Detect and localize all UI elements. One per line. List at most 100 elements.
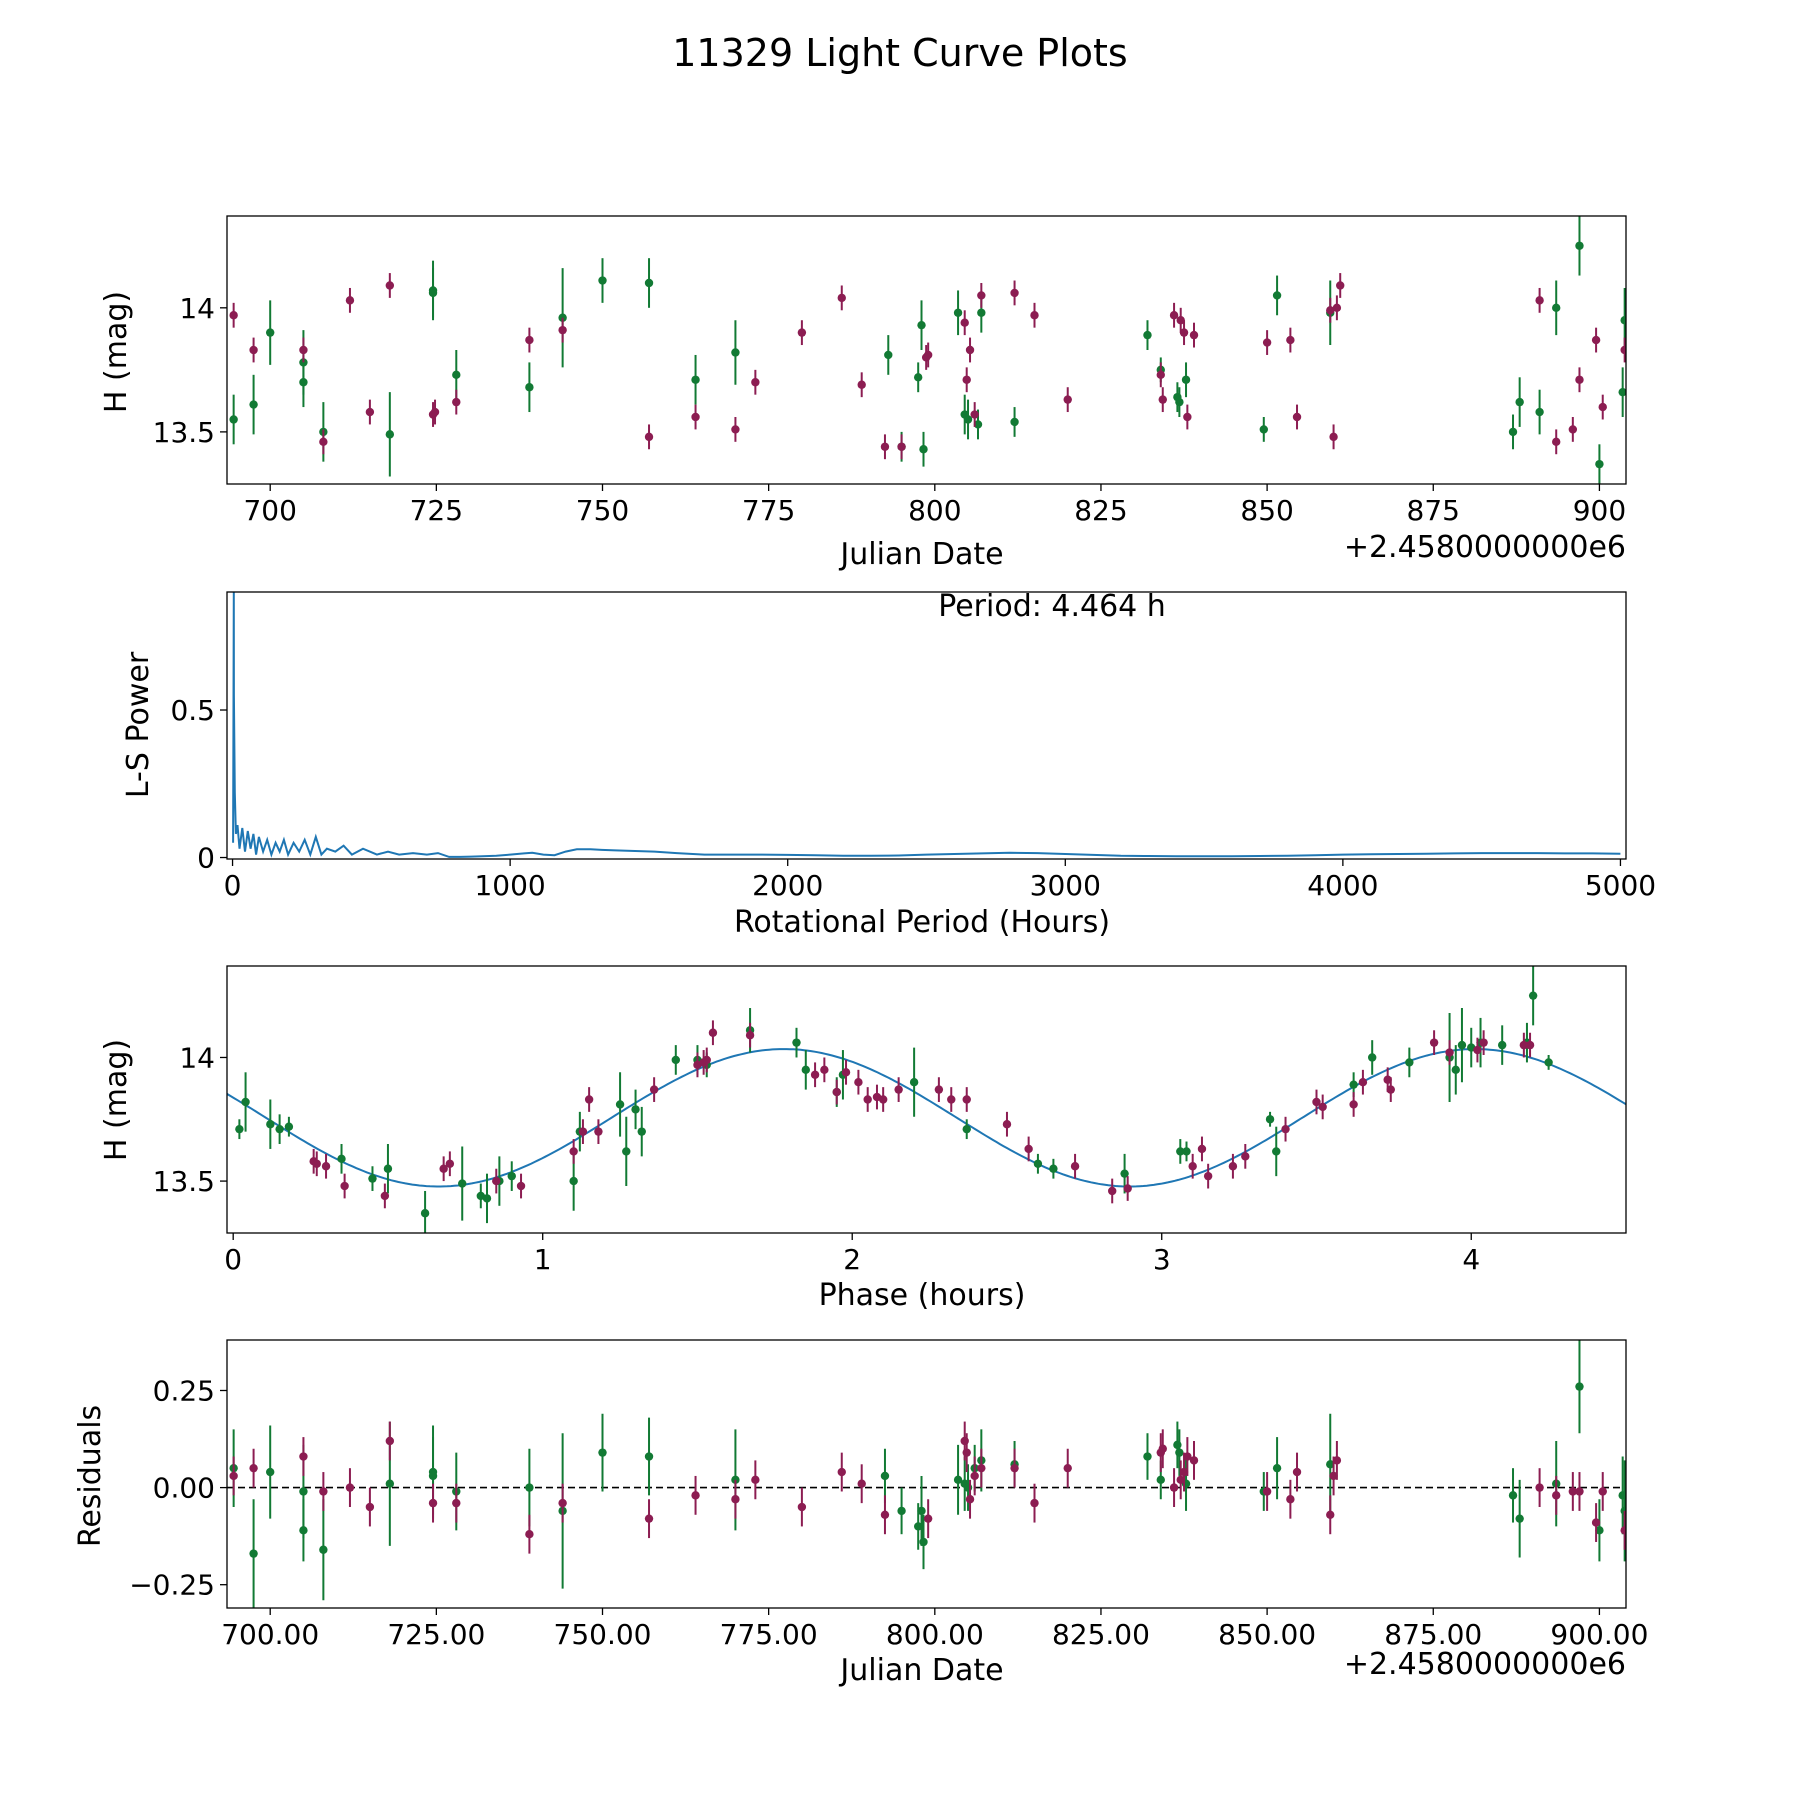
data-point <box>385 281 395 290</box>
periodogram-x-label: Rotational Period (Hours) <box>734 905 1110 940</box>
data-point <box>525 335 534 345</box>
data-point <box>1332 1456 1342 1465</box>
data-point <box>1535 407 1544 417</box>
data-point <box>319 1487 328 1496</box>
data-point <box>1598 1487 1607 1496</box>
data-point <box>1033 1159 1043 1168</box>
data-point <box>1030 1498 1039 1508</box>
data-point <box>452 1498 461 1508</box>
y-tick-label: 0.00 <box>153 1472 215 1505</box>
data-point <box>452 397 461 407</box>
data-point <box>1010 288 1019 298</box>
data-point <box>365 1502 375 1512</box>
data-point <box>1281 1124 1290 1134</box>
data-point <box>1272 291 1282 300</box>
data-point <box>1598 402 1607 412</box>
periodogram-frame <box>226 591 1627 860</box>
data-point <box>439 1164 448 1173</box>
data-point <box>1620 1526 1626 1535</box>
data-point <box>1169 311 1179 320</box>
residuals-frame <box>226 1339 1627 1609</box>
data-point <box>1143 1452 1152 1461</box>
data-point <box>569 1147 578 1156</box>
x-tick-label: 775.00 <box>720 1618 818 1651</box>
x-tick-label: 0 <box>224 869 242 902</box>
data-point <box>953 308 963 317</box>
data-point <box>1329 432 1338 442</box>
data-point <box>428 1471 438 1481</box>
x-tick-label: 875 <box>1407 494 1460 527</box>
data-point <box>965 1495 975 1504</box>
lightcurve-axes: Julian Date +2.4580000000e6 H (mag) 700 7… <box>99 215 1627 572</box>
data-point <box>275 1124 284 1134</box>
data-point <box>1620 345 1626 355</box>
data-point <box>857 1479 866 1488</box>
data-point <box>284 1122 294 1131</box>
data-point <box>649 1085 659 1094</box>
x-tick-label: 775 <box>742 494 795 527</box>
x-tick-label: 700 <box>243 494 296 527</box>
data-point <box>837 293 846 303</box>
data-point <box>1188 1162 1197 1171</box>
data-point <box>970 1471 979 1481</box>
data-point <box>1156 1475 1165 1485</box>
phased-axes: Phase (hours) H (mag) 0 1 2 3 4 13.5 14 <box>99 965 1627 1313</box>
periodogram-y-label: L-S Power <box>121 651 156 798</box>
data-point <box>1591 1518 1601 1527</box>
residuals-y-label: Residuals <box>73 1405 108 1547</box>
data-point <box>1473 1045 1482 1055</box>
data-point <box>458 1179 467 1188</box>
data-point <box>482 1194 492 1203</box>
data-point <box>1552 303 1561 313</box>
data-point <box>962 1448 971 1457</box>
data-point <box>1336 281 1345 290</box>
data-point <box>1241 1152 1250 1161</box>
data-point <box>731 425 740 434</box>
data-point <box>1182 1147 1191 1156</box>
y-tick-label: 13.5 <box>153 1165 215 1198</box>
x-tick-label: 2000 <box>752 869 823 902</box>
data-point <box>1123 1184 1132 1193</box>
data-point <box>299 378 308 387</box>
data-point <box>934 1085 944 1094</box>
data-point <box>962 1124 971 1134</box>
residuals-series-green <box>229 1340 1626 1608</box>
x-tick-label: 750 <box>576 494 629 527</box>
data-point <box>1197 1144 1207 1154</box>
data-point <box>691 1491 700 1500</box>
data-point <box>1595 1526 1604 1535</box>
x-tick-label: 3 <box>1153 1243 1171 1276</box>
data-point <box>299 1526 308 1535</box>
x-tick-label: 725 <box>410 494 463 527</box>
data-point <box>249 1549 258 1558</box>
data-point <box>266 1120 275 1129</box>
data-point <box>1349 1080 1358 1089</box>
data-point <box>1535 1483 1544 1492</box>
data-point <box>960 318 969 327</box>
data-point <box>1292 412 1302 422</box>
data-point <box>880 1471 890 1481</box>
data-point <box>1515 1514 1524 1523</box>
data-point <box>977 1463 986 1473</box>
data-point <box>1326 1510 1335 1519</box>
data-point <box>797 1502 807 1512</box>
data-point <box>953 1475 963 1485</box>
data-point <box>1179 328 1189 337</box>
data-point <box>1318 1102 1327 1112</box>
data-point <box>1176 1147 1185 1156</box>
data-point <box>1181 375 1191 384</box>
x-tick-label: 4000 <box>1307 869 1378 902</box>
data-point <box>622 1147 631 1156</box>
data-point <box>312 1159 321 1168</box>
lightcurve-series-magenta <box>229 273 1626 460</box>
data-point <box>1176 316 1185 325</box>
data-point <box>1508 1491 1518 1500</box>
y-tick-label: 14 <box>179 292 215 325</box>
x-tick-label: 900 <box>1573 494 1626 527</box>
data-point <box>445 1159 455 1168</box>
data-point <box>919 1537 928 1547</box>
data-point <box>1108 1186 1117 1196</box>
data-point <box>965 345 975 355</box>
data-point <box>1030 311 1039 320</box>
data-point <box>1326 1460 1335 1469</box>
